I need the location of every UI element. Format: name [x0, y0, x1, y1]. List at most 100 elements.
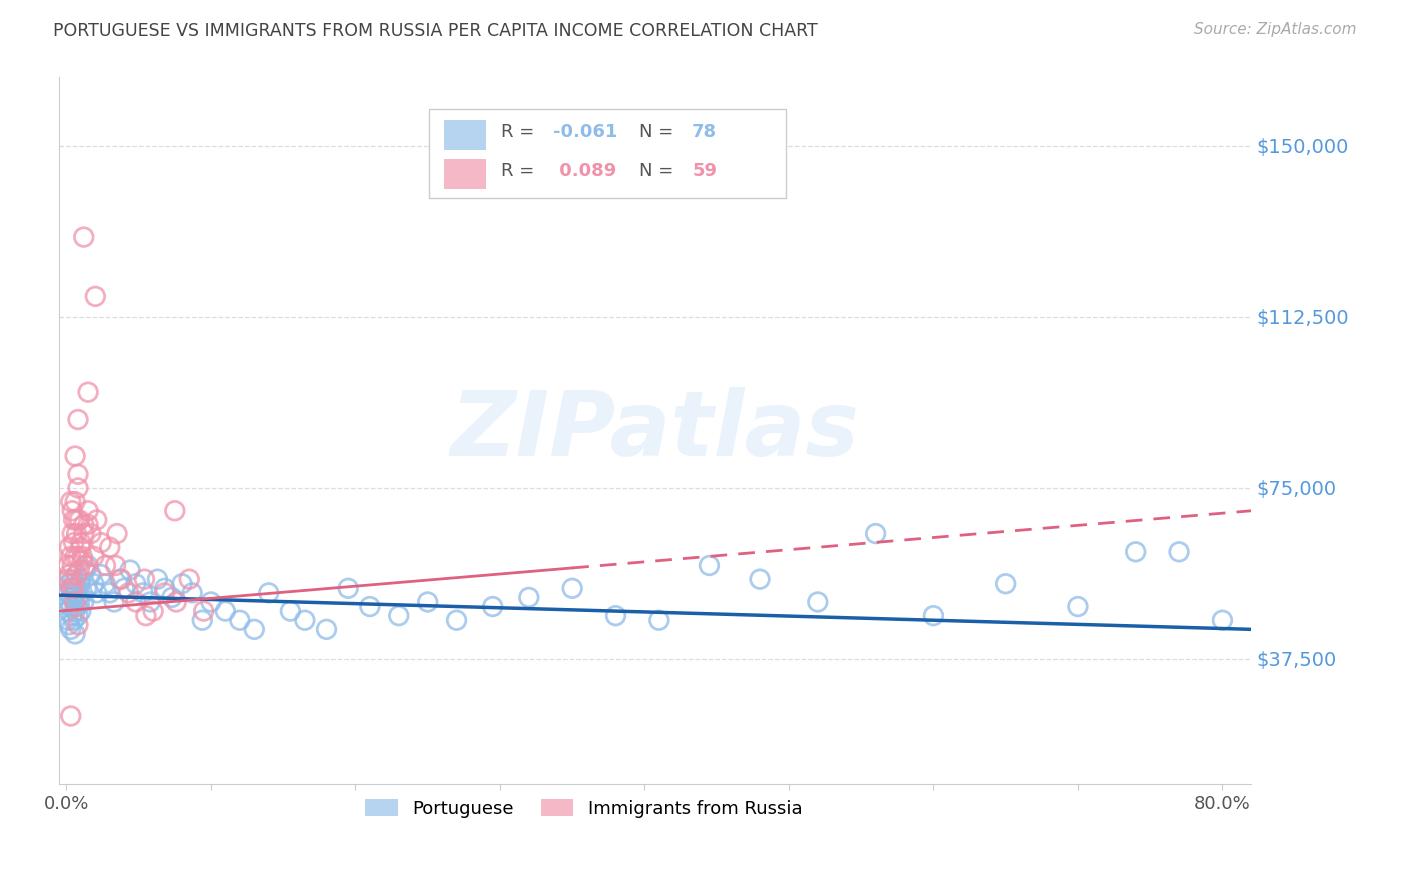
- Point: [66, 481, 89, 495]
- Point: [63, 449, 86, 463]
- Point: [1168, 545, 1191, 559]
- Point: [63, 604, 86, 618]
- Point: [65, 599, 87, 614]
- Text: 59: 59: [692, 162, 717, 180]
- Point: [75, 558, 97, 573]
- Point: [65, 526, 87, 541]
- Point: [80, 567, 103, 582]
- Point: [517, 591, 540, 605]
- Point: [153, 582, 176, 596]
- FancyBboxPatch shape: [429, 109, 786, 198]
- Point: [62, 582, 84, 596]
- Point: [62, 513, 84, 527]
- FancyBboxPatch shape: [444, 160, 486, 189]
- Text: N =: N =: [638, 162, 679, 180]
- Point: [80, 526, 103, 541]
- Text: 78: 78: [692, 123, 717, 141]
- Point: [56, 572, 79, 586]
- Point: [56, 586, 79, 600]
- Point: [605, 608, 627, 623]
- Point: [104, 558, 127, 573]
- Point: [59, 709, 82, 723]
- Point: [139, 595, 162, 609]
- Point: [65, 582, 87, 596]
- Text: ZIPatlas: ZIPatlas: [451, 387, 859, 475]
- Point: [70, 572, 93, 586]
- Point: [72, 554, 94, 568]
- Point: [59, 549, 82, 564]
- Point: [73, 517, 96, 532]
- Point: [112, 582, 135, 596]
- Text: Source: ZipAtlas.com: Source: ZipAtlas.com: [1194, 22, 1357, 37]
- Point: [94, 576, 117, 591]
- Point: [146, 572, 169, 586]
- Point: [60, 591, 83, 605]
- Text: N =: N =: [638, 123, 679, 141]
- Point: [63, 595, 86, 609]
- Point: [63, 586, 86, 600]
- Point: [66, 608, 89, 623]
- Point: [90, 535, 112, 549]
- Point: [229, 613, 252, 627]
- Point: [72, 549, 94, 564]
- Point: [135, 608, 157, 623]
- Point: [58, 541, 80, 555]
- Point: [62, 595, 84, 609]
- Point: [699, 558, 721, 573]
- Point: [73, 230, 96, 244]
- Point: [66, 467, 89, 482]
- Point: [73, 595, 96, 609]
- Point: [73, 526, 96, 541]
- Point: [62, 613, 84, 627]
- Point: [67, 595, 90, 609]
- Point: [59, 582, 82, 596]
- Point: [110, 572, 132, 586]
- Point: [94, 558, 117, 573]
- Point: [200, 595, 222, 609]
- Point: [191, 613, 214, 627]
- Point: [62, 535, 84, 549]
- Text: PORTUGUESE VS IMMIGRANTS FROM RUSSIA PER CAPITA INCOME CORRELATION CHART: PORTUGUESE VS IMMIGRANTS FROM RUSSIA PER…: [53, 22, 818, 40]
- Point: [165, 595, 187, 609]
- Point: [70, 604, 93, 618]
- Point: [90, 567, 112, 582]
- Point: [60, 608, 83, 623]
- Point: [60, 504, 83, 518]
- Point: [63, 627, 86, 641]
- Point: [315, 623, 337, 637]
- Point: [58, 617, 80, 632]
- Point: [105, 526, 128, 541]
- Point: [83, 549, 105, 564]
- Point: [865, 526, 887, 541]
- Point: [98, 586, 121, 600]
- Text: 0.089: 0.089: [553, 162, 616, 180]
- Point: [63, 494, 86, 508]
- Point: [67, 513, 90, 527]
- Point: [70, 535, 93, 549]
- Point: [59, 582, 82, 596]
- Point: [125, 576, 148, 591]
- Point: [67, 576, 90, 591]
- Point: [59, 623, 82, 637]
- Point: [66, 549, 89, 564]
- Point: [66, 617, 89, 632]
- Point: [1125, 545, 1147, 559]
- Point: [153, 586, 176, 600]
- Point: [70, 541, 93, 555]
- Point: [77, 385, 100, 400]
- Point: [75, 563, 97, 577]
- FancyBboxPatch shape: [444, 120, 486, 150]
- Point: [83, 576, 105, 591]
- Point: [388, 608, 411, 623]
- Point: [98, 541, 121, 555]
- Text: R =: R =: [502, 162, 540, 180]
- Point: [446, 613, 468, 627]
- Point: [294, 613, 316, 627]
- Point: [257, 586, 280, 600]
- Legend: Portuguese, Immigrants from Russia: Portuguese, Immigrants from Russia: [359, 792, 810, 825]
- Point: [72, 586, 94, 600]
- Point: [60, 526, 83, 541]
- Point: [1211, 613, 1233, 627]
- Point: [648, 613, 671, 627]
- Point: [994, 576, 1017, 591]
